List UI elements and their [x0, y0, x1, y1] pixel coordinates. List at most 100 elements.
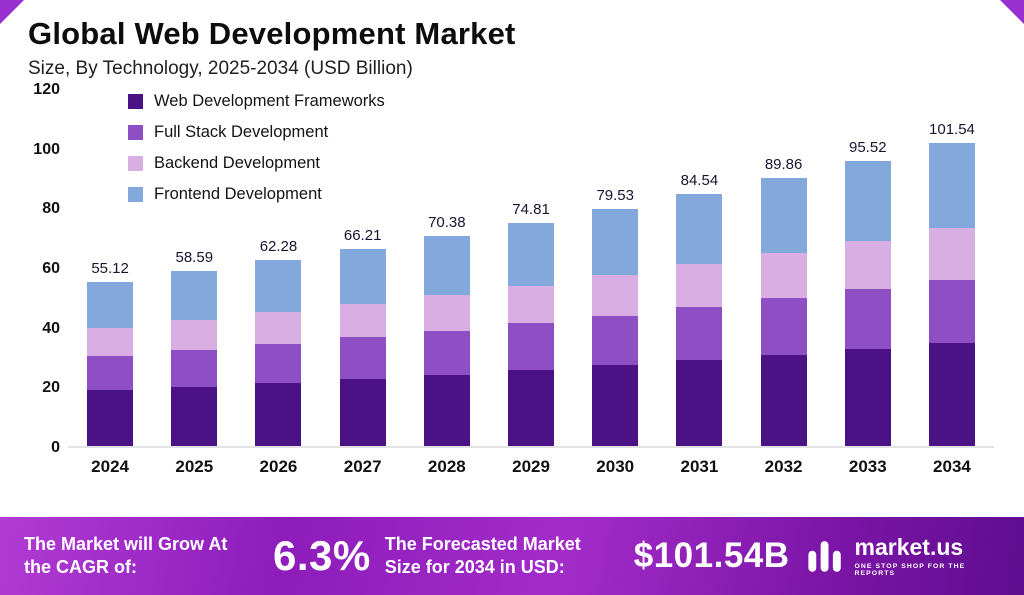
legend-label: Web Development Frameworks — [154, 92, 385, 110]
bar-segment — [676, 193, 723, 265]
brand-logo: market.us ONE STOP SHOP FOR THE REPORTS — [804, 535, 1000, 577]
bar-column: 95.52 — [826, 90, 910, 446]
bar-stack — [87, 281, 134, 446]
bar-segment — [171, 386, 218, 446]
bar-segment — [255, 343, 302, 383]
bar-segment — [844, 240, 891, 290]
bar-segment — [423, 374, 470, 446]
brand-name: market.us — [854, 533, 964, 560]
bar-segment — [171, 271, 218, 321]
x-axis-label: 2031 — [680, 457, 719, 476]
bar-segment — [423, 330, 470, 375]
cagr-label: The Market will Grow At the CAGR of: — [24, 533, 228, 577]
bar-segment — [171, 349, 218, 387]
legend-label: Frontend Development — [154, 185, 322, 203]
bar-segment — [255, 382, 302, 446]
bar-segment — [508, 323, 555, 371]
bar-segment — [87, 390, 134, 446]
footer-banner: The Market will Grow At the CAGR of: 6.3… — [0, 517, 1024, 595]
bar-segment — [339, 378, 386, 446]
bar-column: 66.21 — [321, 90, 405, 446]
bar-segment — [760, 298, 807, 355]
bar-segment — [87, 327, 134, 356]
bar-stack — [592, 208, 639, 446]
bar-segment — [844, 349, 891, 446]
brand-tagline: ONE STOP SHOP FOR THE REPORTS — [854, 562, 966, 577]
x-axis-label: 2025 — [175, 457, 214, 476]
legend-item: Web Development Frameworks — [128, 92, 385, 111]
x-axis-label: 2034 — [933, 457, 971, 476]
x-axis-label: 2032 — [764, 457, 803, 476]
bar-stack — [423, 236, 470, 446]
bar-stack — [171, 271, 218, 446]
y-tick-label: 60 — [42, 260, 60, 277]
x-axis-label: 2026 — [259, 457, 298, 476]
bar-segment — [928, 279, 975, 344]
bar-total-label: 84.54 — [680, 171, 719, 189]
bar-column: 74.81 — [489, 90, 573, 446]
y-tick-label: 0 — [51, 439, 60, 456]
bar-column: 62.28 — [236, 90, 320, 446]
y-tick-label: 20 — [42, 379, 60, 397]
bar-segment — [760, 354, 807, 446]
bar-segment — [423, 294, 470, 331]
bar-total-label: 74.81 — [512, 201, 550, 219]
legend-swatch-icon — [128, 156, 143, 171]
bar-segment — [592, 275, 639, 316]
bar-stack — [928, 143, 975, 446]
bar-stack — [508, 223, 555, 446]
x-axis-label: 2030 — [596, 457, 635, 476]
x-axis-label: 2029 — [512, 457, 550, 476]
bar-stack — [676, 193, 723, 446]
chart-legend: Web Development Frameworks Full Stack Dev… — [128, 92, 385, 204]
bar-stack — [255, 260, 302, 446]
page-subtitle: Size, By Technology, 2025-2034 (USD Bill… — [28, 58, 413, 79]
brand-text: market.us ONE STOP SHOP FOR THE REPORTS — [854, 533, 1000, 577]
cagr-value: 6.3% — [273, 532, 371, 579]
bar-column: 79.53 — [573, 90, 657, 446]
x-axis: 2024 2025 2026 2027 2028 2029 2030 2031 2032 2033… — [68, 457, 994, 477]
bar-column: 101.54 — [910, 90, 994, 446]
bar-total-label: 58.59 — [175, 249, 214, 267]
bar-segment — [760, 177, 807, 253]
legend-item: Frontend Development — [128, 185, 385, 204]
bar-segment — [592, 315, 639, 366]
corner-accent-right — [1000, 0, 1024, 24]
bar-segment — [592, 365, 639, 446]
bar-segment — [676, 264, 723, 308]
bar-segment — [928, 143, 975, 228]
plot-area: Web Development Frameworks Full Stack Dev… — [68, 90, 994, 448]
bar-segment — [844, 161, 891, 241]
legend-swatch-icon — [128, 125, 143, 140]
bar-column: 58.59 — [152, 90, 236, 446]
bar-segment — [339, 303, 386, 338]
bar-segment — [171, 320, 218, 350]
bar-segment — [255, 312, 302, 344]
bar-total-label: 55.12 — [91, 259, 129, 277]
bar-column: 84.54 — [657, 90, 741, 446]
legend-swatch-icon — [128, 94, 143, 109]
bar-total-label: 62.28 — [259, 238, 298, 256]
bar-total-label: 70.38 — [428, 214, 466, 231]
bar-segment — [760, 252, 807, 299]
bar-segment — [339, 337, 386, 379]
bar-stack — [760, 177, 807, 446]
y-tick-label: 80 — [42, 200, 60, 218]
legend-label: Backend Development — [154, 154, 321, 172]
bar-total-label: 95.52 — [849, 139, 887, 157]
corner-accent-left — [0, 0, 24, 24]
plot-wrap: Web Development Frameworks Full Stack Dev… — [68, 90, 994, 477]
bar-stack — [844, 161, 891, 446]
legend-item: Backend Development — [128, 154, 385, 173]
y-tick-label: 120 — [33, 81, 60, 98]
bar-segment — [928, 227, 975, 280]
bar-total-label: 66.21 — [343, 226, 382, 244]
bar-segment — [255, 260, 302, 313]
legend-label: Full Stack Development — [154, 123, 329, 141]
market-us-logo-icon — [807, 541, 841, 572]
bar-total-label: 101.54 — [929, 121, 975, 139]
x-axis-label: 2028 — [427, 457, 466, 476]
page-title: Global Web Development Market — [28, 16, 516, 51]
bar-segment — [87, 281, 134, 328]
